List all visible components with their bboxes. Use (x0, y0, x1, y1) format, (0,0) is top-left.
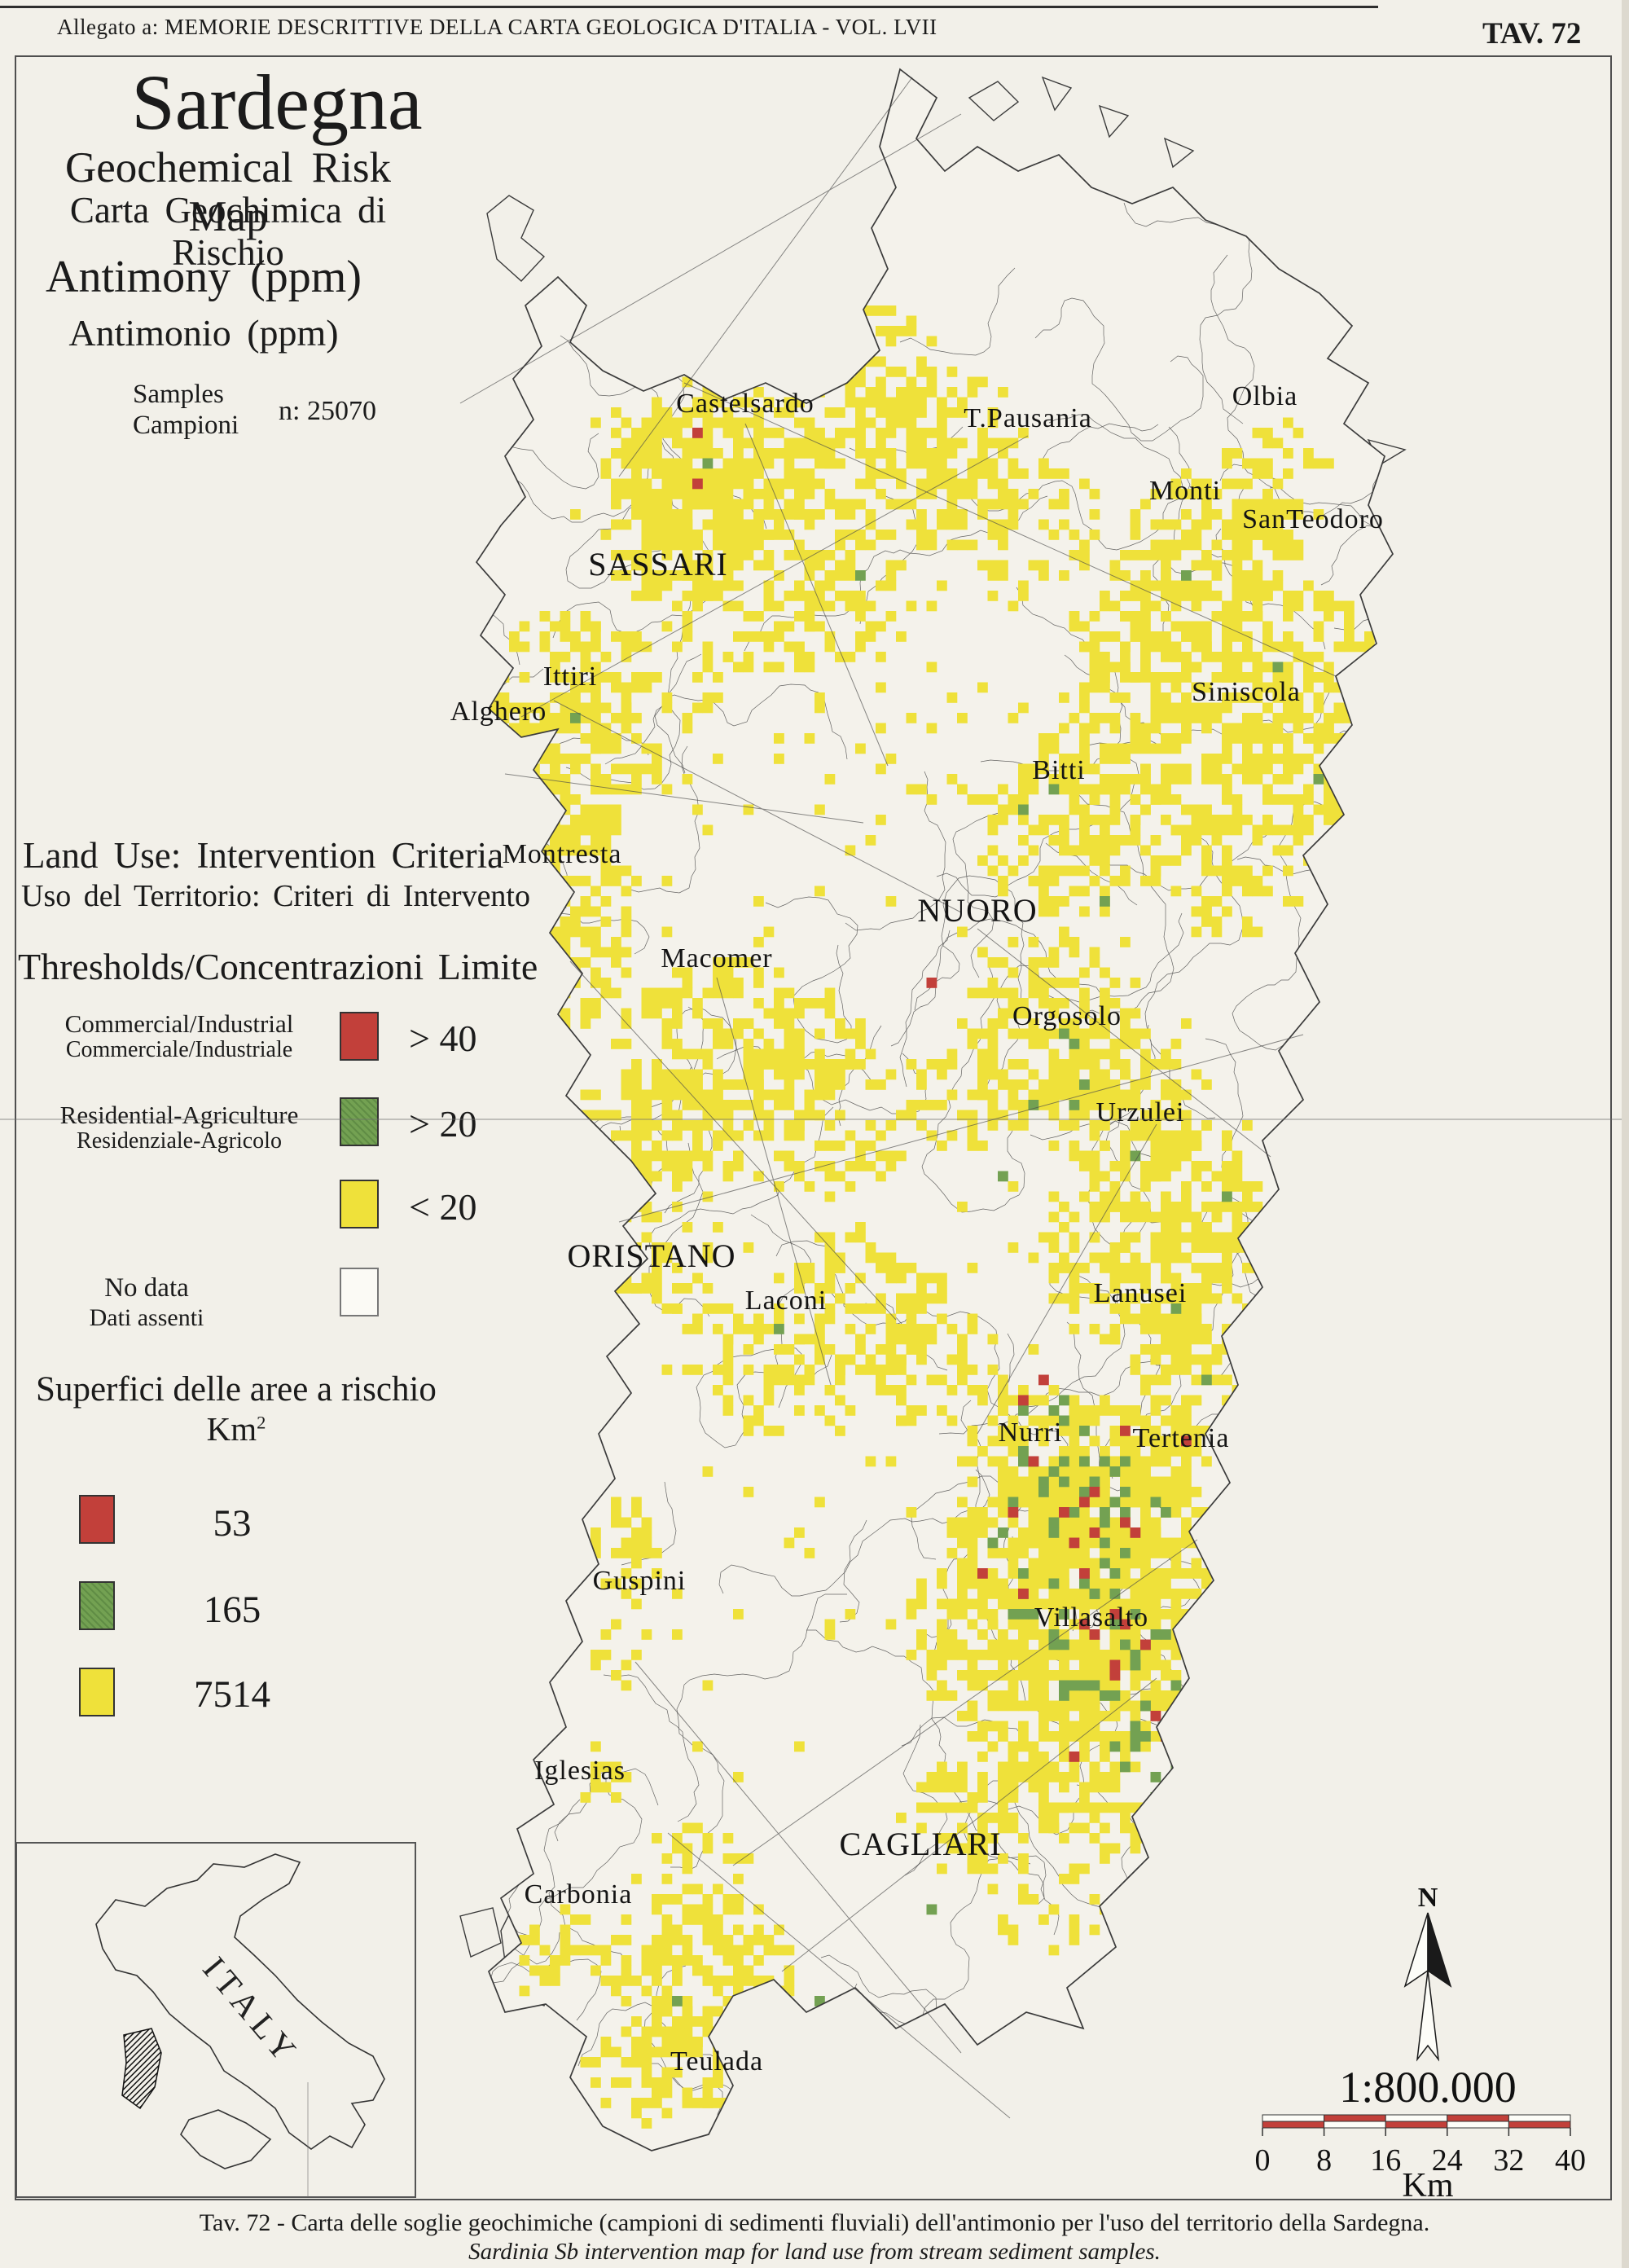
thresholds-heading: Thresholds/Concentrazioni Limite (18, 946, 538, 987)
map-city-label: Tertenia (1133, 1423, 1230, 1453)
scale-tick-label: 32 (1493, 2143, 1524, 2178)
paper-crease-line (307, 2082, 309, 2197)
map-city-label: Villasalto (1034, 1602, 1148, 1633)
map-city-label: Montresta (503, 839, 622, 869)
map-city-label: Iglesias (534, 1756, 626, 1786)
caption-italian: Tav. 72 - Carta delle soglie geochimiche… (199, 2209, 1430, 2236)
legend-threshold-green: > 20 (409, 1103, 477, 1145)
samples-label-it: Campioni (133, 410, 239, 440)
fault-lines-layer (459, 77, 1337, 2119)
map-city-label: Orgosolo (1012, 1001, 1122, 1031)
element-title-en: Antimony (ppm) (46, 252, 362, 302)
scan-edge-shadow (1622, 0, 1629, 2268)
scan-artifact-line (0, 6, 1378, 8)
map-city-label: NUORO (917, 892, 1037, 929)
legend-swatch-yellow (340, 1180, 379, 1228)
map-city-label: Guspini (593, 1566, 687, 1596)
legend-label-residential: Residential-Agriculture Residenziale-Agr… (59, 1101, 299, 1154)
land-use-heading-en: Land Use: Intervention Criteria (23, 835, 504, 876)
area-swatch-green (79, 1581, 115, 1630)
land-use-heading-it: Uso del Territorio: Criteri di Intervent… (21, 879, 530, 913)
map-subtitle-en: Geochemical Risk Map (64, 144, 392, 240)
map-city-label: Laconi (745, 1286, 827, 1316)
map-city-label: Lanusei (1094, 1278, 1188, 1308)
scale-unit: Km (1403, 2167, 1454, 2204)
caption-english: Sardinia Sb intervention map for land us… (468, 2239, 1161, 2265)
legend-threshold-red: > 40 (409, 1018, 477, 1059)
legend-swatch-nodata (340, 1268, 379, 1316)
map-city-label: Castelsardo (676, 389, 814, 419)
island-coastline (475, 68, 1394, 2152)
north-arrow: N (1403, 1883, 1452, 2062)
area-value-red: 53 (213, 1502, 252, 1545)
area-value-yellow: 7514 (194, 1673, 270, 1716)
legend-label-commercial: Commercial/Industrial Commerciale/Indust… (64, 1009, 294, 1063)
map-city-label: Alghero (450, 697, 547, 727)
area-value-green: 165 (203, 1589, 261, 1631)
areas-heading: Superfici delle aree a rischio (36, 1370, 437, 1409)
map-frame (15, 55, 1612, 2200)
map-city-label: CAGLIARI (839, 1826, 1001, 1862)
map-city-label: Macomer (661, 943, 772, 974)
scale-tick-label: 16 (1370, 2143, 1401, 2178)
areas-unit: Km2 (206, 1410, 266, 1448)
map-city-label: ORISTANO (567, 1237, 735, 1274)
samples-label: Samples Campioni (133, 380, 239, 442)
north-label: N (1418, 1883, 1438, 1913)
sardinia-highlight (121, 2028, 162, 2110)
paper-fold-line (0, 1119, 1629, 1120)
map-subtitle-it: Carta Geochimica di Rischio (69, 190, 387, 273)
italy-inset: ITALY (15, 1842, 416, 2198)
map-title: Sardegna (131, 59, 423, 146)
map-city-label: Urzulei (1096, 1097, 1185, 1127)
map-city-label: SanTeodoro (1242, 504, 1384, 534)
map-city-label: T.Pausania (964, 403, 1092, 433)
inset-box (15, 1842, 416, 2198)
legend-threshold-yellow: < 20 (409, 1186, 477, 1228)
city-labels-layer: Castelsardo T.Pausania Olbia Monti SanTeodor… (450, 381, 1384, 2077)
scale-ratio: 1:800.000 (1339, 2063, 1517, 2112)
map-city-label: Bitti (1032, 755, 1085, 785)
cells-red-layer (692, 428, 1192, 1762)
samples-count: n: 25070 (279, 396, 376, 426)
area-swatch-yellow (79, 1668, 115, 1716)
sicily-outline (180, 2109, 272, 2169)
map-city-label: Teulada (670, 2046, 763, 2077)
scale-tick-label: 8 (1316, 2143, 1332, 2178)
plate-number: TAV. 72 (1482, 17, 1582, 51)
map-city-label: Ittiri (543, 662, 597, 692)
area-swatch-red (79, 1495, 115, 1544)
volume-header: Allegato a: MEMORIE DESCRITTIVE DELLA CA… (57, 15, 937, 39)
scale-tick-label: 24 (1432, 2143, 1463, 2178)
scale-tick-label: 0 (1255, 2143, 1271, 2178)
italy-outline (95, 1853, 385, 2150)
map-city-label: Olbia (1232, 381, 1298, 411)
map-city-label: Carbonia (525, 1879, 633, 1910)
samples-label-en: Samples (133, 380, 224, 409)
scale-tick-label: 40 (1555, 2143, 1586, 2178)
map-city-label: Monti (1149, 476, 1221, 506)
map-city-label: SASSARI (588, 546, 728, 582)
legend-swatch-green (340, 1097, 379, 1146)
legend-label-nodata: No data Dati assenti (89, 1273, 204, 1331)
scale-bar: 1:800.000 0 8 16 24 32 40 Km (1255, 2063, 1587, 2204)
element-title-it: Antimonio (ppm) (68, 312, 339, 354)
map-city-label: Siniscola (1192, 677, 1301, 707)
legend-swatch-red (340, 1012, 379, 1061)
map-city-label: Nurri (999, 1418, 1063, 1448)
